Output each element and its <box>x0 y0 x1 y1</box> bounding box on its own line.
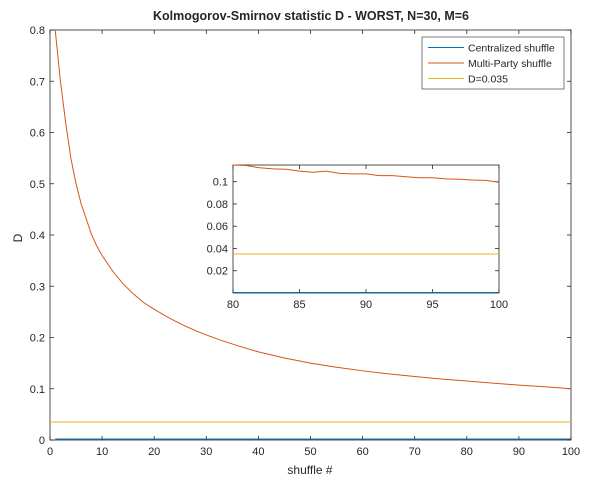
inset-y-tick-label: 0.02 <box>207 266 228 278</box>
main-y-tick-label: 0.1 <box>30 384 45 396</box>
main-x-tick-label: 100 <box>562 446 580 458</box>
main-x-tick-label: 50 <box>304 446 316 458</box>
legend-label-centralized: Centralized shuffle <box>468 43 555 55</box>
main-y-tick-label: 0.5 <box>30 179 45 191</box>
legend-label-threshold: D=0.035 <box>468 74 508 86</box>
inset-series-line-1 <box>232 164 500 183</box>
main-y-tick-label: 0.7 <box>30 76 45 88</box>
chart-title: Kolmogorov-Smirnov statistic D - WORST, … <box>153 9 469 23</box>
y-axis-label: D <box>11 233 25 242</box>
inset-x-tick-label: 80 <box>227 299 239 311</box>
main-x-tick-label: 30 <box>200 446 212 458</box>
main-x-tick-label: 60 <box>356 446 368 458</box>
main-x-tick-label: 90 <box>513 446 525 458</box>
legend: Centralized shuffle Multi-Party shuffle … <box>421 36 565 90</box>
main-y-tick-label: 0.6 <box>30 128 45 140</box>
inset-axes: 80 85 90 95 100 0.02 0.04 0.06 0.08 0.1 <box>207 164 508 311</box>
main-x-tick-label: 10 <box>96 446 108 458</box>
main-series <box>50 29 572 440</box>
main-x-ticks: 0 10 20 30 40 50 60 70 80 90 100 <box>47 30 580 458</box>
main-series-line-1 <box>54 29 572 390</box>
main-x-tick-label: 0 <box>47 446 53 458</box>
main-y-ticks: 0 0.1 0.2 0.3 0.4 0.5 0.6 0.7 0.8 <box>30 25 571 447</box>
main-y-tick-label: 0.3 <box>30 281 45 293</box>
main-x-tick-label: 20 <box>148 446 160 458</box>
inset-x-tick-label: 85 <box>293 299 305 311</box>
inset-y-tick-label: 0.04 <box>207 243 228 255</box>
main-x-tick-label: 80 <box>461 446 473 458</box>
x-axis-label: shuffle # <box>287 463 332 477</box>
main-y-tick-label: 0.2 <box>30 333 45 345</box>
inset-plot-frame <box>232 164 500 294</box>
inset-y-tick-label: 0.1 <box>213 177 228 189</box>
inset-x-tick-label: 95 <box>426 299 438 311</box>
legend-label-multiparty: Multi-Party shuffle <box>468 58 552 70</box>
inset-series <box>232 164 500 293</box>
inset-x-ticks: 80 85 90 95 100 <box>227 165 508 311</box>
inset-y-tick-label: 0.08 <box>207 199 228 211</box>
inset-x-tick-label: 100 <box>490 299 508 311</box>
main-x-tick-label: 70 <box>409 446 421 458</box>
main-y-tick-label: 0.8 <box>30 25 45 37</box>
inset-y-tick-label: 0.06 <box>207 221 228 233</box>
inset-x-tick-label: 90 <box>360 299 372 311</box>
main-y-tick-label: 0.4 <box>30 230 45 242</box>
main-x-tick-label: 40 <box>252 446 264 458</box>
main-y-tick-label: 0 <box>39 435 45 447</box>
